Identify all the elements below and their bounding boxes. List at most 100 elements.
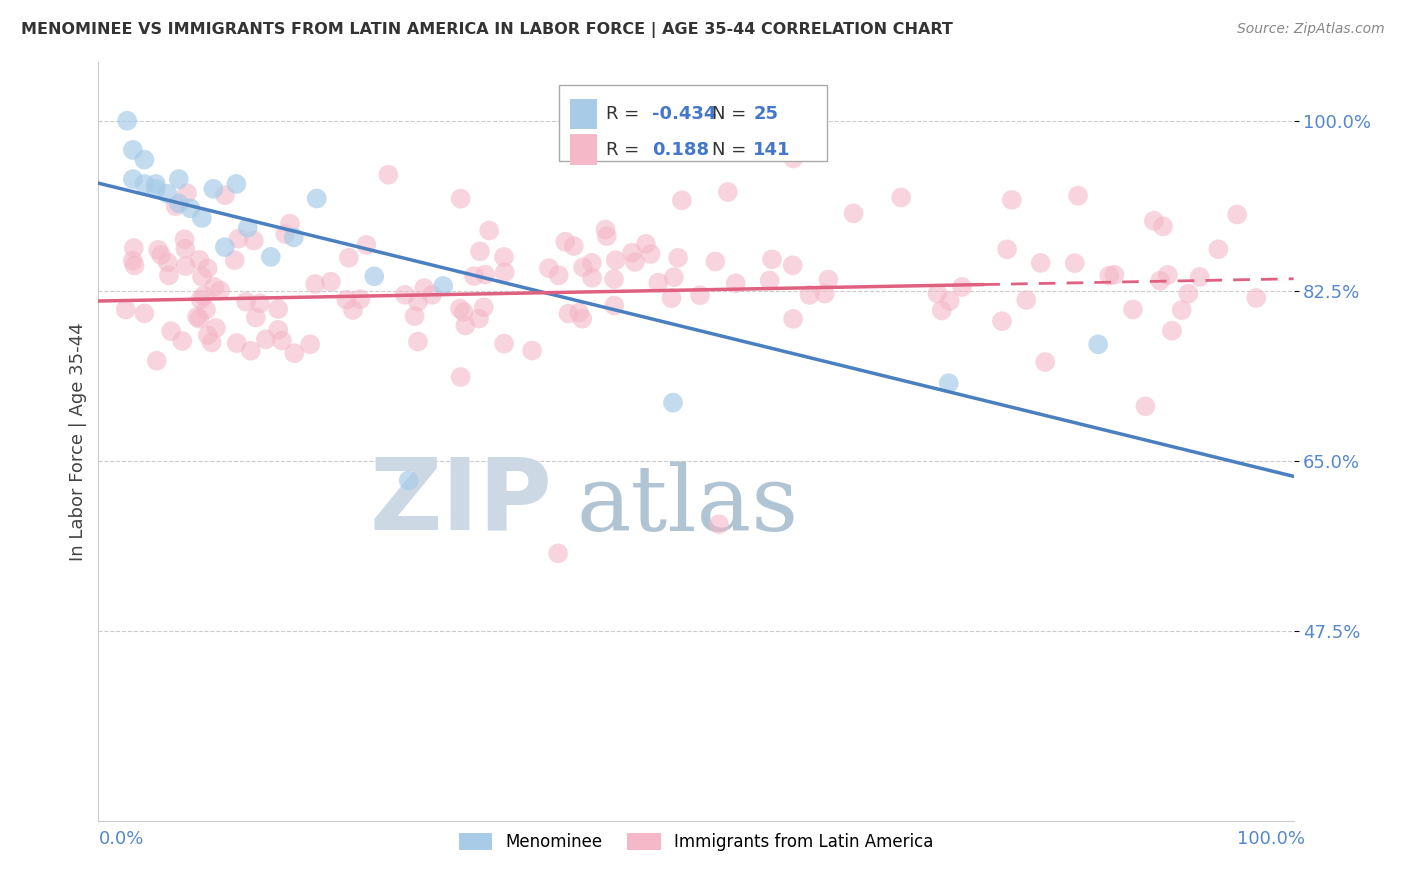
Point (115, 113, 138, 128)
Point (319, 275, 342, 289)
Point (201, 335, 224, 350)
Point (398, 474, 420, 488)
Point (377, 168, 399, 182)
Point (1170, 303, 1192, 318)
Point (172, 334, 194, 348)
Point (492, 250, 515, 264)
Point (209, 284, 232, 298)
Point (205, 321, 228, 335)
Point (662, 270, 685, 285)
Point (156, 255, 179, 269)
Point (661, 291, 683, 305)
Point (554, 235, 576, 249)
Point (165, 199, 187, 213)
Point (1188, 269, 1211, 284)
Point (814, 286, 837, 301)
Point (145, 182, 167, 196)
Point (254, 332, 277, 346)
Point (931, 303, 953, 318)
Point (1104, 268, 1126, 282)
Point (134, 306, 156, 320)
Point (758, 274, 780, 288)
Point (228, 232, 250, 246)
FancyBboxPatch shape (558, 85, 827, 161)
Point (188, 252, 211, 267)
Point (1087, 337, 1109, 351)
Point (453, 305, 475, 319)
Point (190, 293, 212, 307)
Text: 0.188: 0.188 (652, 141, 709, 159)
Text: MENOMINEE VS IMMIGRANTS FROM LATIN AMERICA IN LABOR FORCE | AGE 35-44 CORRELATIO: MENOMINEE VS IMMIGRANTS FROM LATIN AMERI… (21, 22, 953, 38)
Point (267, 323, 290, 337)
Point (621, 245, 644, 260)
Text: R =: R = (606, 105, 645, 123)
Point (478, 223, 501, 237)
Point (1244, 291, 1267, 305)
Point (114, 302, 136, 317)
Point (167, 172, 190, 186)
Point (148, 243, 170, 257)
Point (404, 309, 426, 323)
Point (1122, 302, 1144, 317)
Point (193, 289, 215, 303)
Point (191, 211, 214, 225)
Point (174, 259, 197, 273)
Point (214, 240, 236, 254)
Point (249, 296, 271, 310)
Point (356, 238, 378, 252)
Point (717, 185, 740, 199)
Point (214, 188, 236, 202)
Point (195, 302, 218, 317)
Point (494, 265, 516, 279)
Point (283, 346, 305, 360)
Point (761, 252, 783, 267)
Point (1001, 193, 1024, 207)
Point (1143, 213, 1166, 227)
Y-axis label: In Labor Force | Age 35-44: In Labor Force | Age 35-44 (69, 322, 87, 561)
Point (666, 251, 689, 265)
Point (624, 255, 647, 269)
Point (596, 229, 619, 244)
Point (647, 276, 669, 290)
Point (225, 177, 247, 191)
Point (156, 186, 179, 201)
Point (1063, 256, 1085, 270)
Point (572, 260, 595, 275)
Point (595, 222, 617, 236)
Point (406, 334, 429, 349)
Text: -0.434: -0.434 (652, 105, 716, 123)
Point (363, 269, 385, 284)
Text: N =: N = (711, 105, 751, 123)
Point (1033, 355, 1056, 369)
Point (243, 234, 266, 248)
Text: ZIP: ZIP (370, 454, 553, 550)
Point (581, 270, 603, 285)
Point (157, 268, 180, 283)
Point (305, 192, 328, 206)
Point (197, 261, 219, 276)
Point (304, 277, 326, 291)
Point (468, 311, 491, 326)
Point (1152, 219, 1174, 234)
Point (1161, 324, 1184, 338)
Point (1135, 399, 1157, 413)
Point (224, 253, 246, 268)
Point (267, 301, 290, 316)
Point (662, 395, 685, 409)
Point (724, 277, 747, 291)
Text: atlas: atlas (576, 462, 799, 550)
Point (927, 286, 949, 301)
Point (547, 268, 569, 283)
Point (278, 217, 301, 231)
Point (179, 201, 201, 215)
Text: 141: 141 (754, 141, 790, 159)
Point (202, 280, 225, 294)
Point (122, 143, 145, 157)
Point (817, 273, 839, 287)
Point (197, 328, 219, 343)
Point (432, 279, 454, 293)
Point (640, 247, 662, 261)
Point (571, 311, 593, 326)
Point (468, 244, 491, 259)
Point (603, 299, 626, 313)
